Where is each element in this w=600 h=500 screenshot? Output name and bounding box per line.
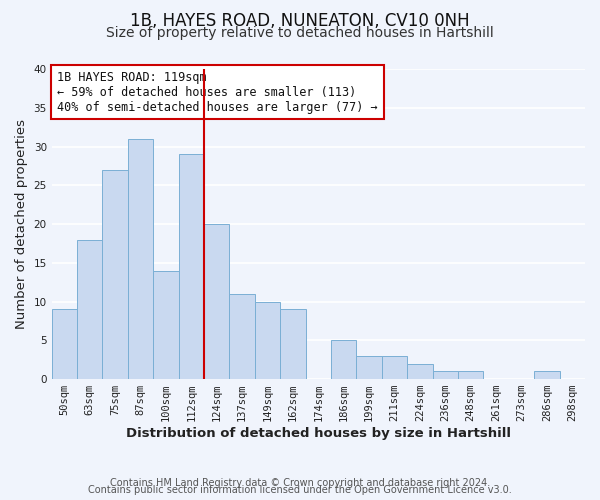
Bar (77, 240, 103, 379)
Bar (280, 310, 305, 379)
Bar (255, 302, 280, 379)
Bar (103, 170, 128, 379)
Bar (128, 139, 153, 379)
Text: 1B HAYES ROAD: 119sqm
← 59% of detached houses are smaller (113)
40% of semi-det: 1B HAYES ROAD: 119sqm ← 59% of detached … (57, 70, 377, 114)
Text: Contains public sector information licensed under the Open Government Licence v3: Contains public sector information licen… (88, 485, 512, 495)
Bar (382, 356, 407, 379)
Bar (153, 270, 179, 379)
Bar (229, 294, 255, 379)
Bar (179, 154, 204, 379)
Bar (331, 340, 356, 379)
X-axis label: Distribution of detached houses by size in Hartshill: Distribution of detached houses by size … (126, 427, 511, 440)
Bar (356, 356, 382, 379)
Bar (52, 310, 77, 379)
Y-axis label: Number of detached properties: Number of detached properties (15, 119, 28, 329)
Bar (407, 364, 433, 379)
Text: 1B, HAYES ROAD, NUNEATON, CV10 0NH: 1B, HAYES ROAD, NUNEATON, CV10 0NH (130, 12, 470, 30)
Bar (534, 372, 560, 379)
Bar (204, 224, 229, 379)
Text: Size of property relative to detached houses in Hartshill: Size of property relative to detached ho… (106, 26, 494, 40)
Bar (458, 372, 484, 379)
Bar (433, 372, 458, 379)
Text: Contains HM Land Registry data © Crown copyright and database right 2024.: Contains HM Land Registry data © Crown c… (110, 478, 490, 488)
